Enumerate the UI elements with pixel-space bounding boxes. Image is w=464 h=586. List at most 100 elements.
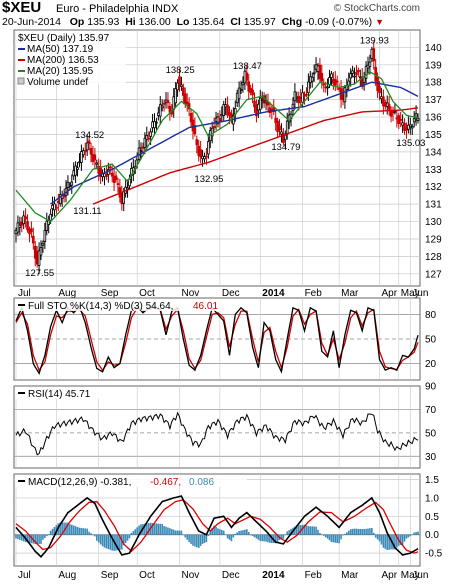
month-label: Feb: [305, 288, 323, 299]
tick-label: 132: [425, 182, 442, 193]
candle-body: [226, 104, 229, 116]
macd-hist-bar: [401, 534, 404, 545]
tick-label: 137: [425, 95, 442, 106]
candle-body: [310, 76, 314, 82]
macd-hist-bar: [82, 528, 85, 535]
macd-hist-bar: [72, 525, 75, 535]
candle-body: [22, 215, 25, 225]
month-label: Apr: [382, 570, 398, 581]
month-label: Feb: [305, 570, 323, 581]
macd-hist-bar: [196, 534, 198, 548]
candle-body: [139, 150, 143, 153]
macd-hist-bar: [288, 530, 290, 535]
candle-body: [199, 149, 202, 158]
macd-hist-bar: [340, 534, 342, 540]
candle-body: [357, 69, 360, 72]
stochastic-k-line: [15, 304, 419, 375]
tick-label: 139: [425, 60, 442, 71]
candle-body: [297, 95, 301, 104]
macd-hist-bar: [147, 523, 150, 535]
macd-hist-value: 0.086: [189, 477, 214, 488]
macd-hist-bar: [153, 523, 156, 535]
macd-hist-bar: [255, 534, 258, 539]
candle-body: [245, 72, 249, 81]
macd-hist-bar: [19, 534, 21, 540]
macd-hist-bar: [319, 533, 321, 535]
macd-hist-bar: [369, 528, 371, 535]
macd-hist-bar: [372, 532, 375, 535]
macd-hist-bar: [215, 526, 217, 535]
macd-hist-bar: [226, 534, 229, 539]
month-label: Apr: [382, 288, 398, 299]
candle-body: [205, 155, 208, 158]
candle-body: [293, 91, 297, 102]
candle-body: [37, 250, 41, 266]
candle-body: [414, 113, 418, 118]
candle-body: [43, 230, 47, 242]
macd-hist-bar: [103, 534, 106, 548]
macd-hist-bar: [163, 526, 165, 535]
macd-hist-bar: [297, 525, 300, 535]
month-label: May: [401, 570, 420, 581]
candle-body: [412, 118, 416, 123]
macd-hist-bar: [63, 522, 65, 535]
tick-label: 136: [425, 113, 442, 124]
candle-body: [372, 48, 376, 62]
tick-label: 50: [425, 335, 437, 346]
rsi-panel: 30 50 70 90 RSI(14) 45.71: [13, 382, 437, 469]
macd-hist-bar: [99, 534, 102, 545]
candle-body: [368, 61, 372, 67]
rsi-label: RSI(14) 45.71: [28, 389, 91, 400]
macd-hist-bar: [353, 528, 356, 535]
price-annotation: 138.47: [233, 61, 262, 72]
macd-hist-bar: [346, 532, 348, 535]
high-label: Hi: [125, 16, 136, 28]
tick-label: 50: [425, 428, 437, 439]
candle-body: [305, 93, 308, 96]
month-label: Jul: [18, 288, 31, 299]
macd-hist-bar: [128, 534, 131, 539]
macd-hist-bar: [186, 534, 188, 540]
macd-hist-bar: [144, 523, 146, 535]
macd-hist-bar: [371, 527, 373, 535]
candle-body: [30, 228, 33, 233]
macd-hist-bar: [40, 534, 42, 544]
macd-hist-bar: [326, 534, 329, 539]
change-value: -0.09 (-0.07%): [305, 16, 373, 28]
macd-hist-bar: [261, 534, 264, 542]
month-label: Nov: [181, 288, 199, 299]
low-label: Lo: [176, 16, 190, 28]
macd-hist-bar: [313, 526, 315, 535]
stochastic-label: Full STO %K(14,3) %D(3) 54.64,: [28, 301, 173, 312]
macd-hist-bar: [117, 534, 119, 551]
month-label: Dec: [222, 570, 240, 581]
month-label: Mar: [341, 570, 359, 581]
macd-hist-bar: [265, 534, 267, 542]
macd-hist-bar: [45, 534, 48, 537]
macd-hist-bar: [47, 534, 50, 535]
macd-hist-bar: [169, 528, 171, 535]
macd-hist-bar: [76, 526, 79, 535]
macd-hist-bar: [296, 525, 298, 535]
candle-body: [343, 87, 347, 103]
macd-hist-bar: [317, 529, 319, 535]
macd-hist-bar: [213, 525, 215, 535]
macd-hist-bar: [259, 534, 262, 541]
price-panel: 1271281291301311321331341351361371381391…: [13, 29, 442, 287]
macd-hist-bar: [109, 534, 112, 550]
macd-hist-bar: [388, 534, 390, 550]
candle-body: [178, 76, 181, 85]
macd-hist-bar: [357, 528, 360, 535]
macd-hist-bar: [124, 534, 127, 543]
macd-hist-bar: [290, 528, 292, 535]
macd-hist-bar: [309, 526, 312, 535]
macd-hist-bar: [178, 530, 181, 535]
candle-body: [58, 194, 62, 205]
macd-hist-bar: [390, 534, 392, 550]
month-label: Nov: [181, 570, 199, 581]
candle-body: [403, 122, 406, 131]
candle-body: [80, 151, 83, 163]
candle-body: [376, 77, 379, 92]
tick-label: 20: [425, 359, 437, 370]
macd-hist-bar: [244, 529, 246, 535]
